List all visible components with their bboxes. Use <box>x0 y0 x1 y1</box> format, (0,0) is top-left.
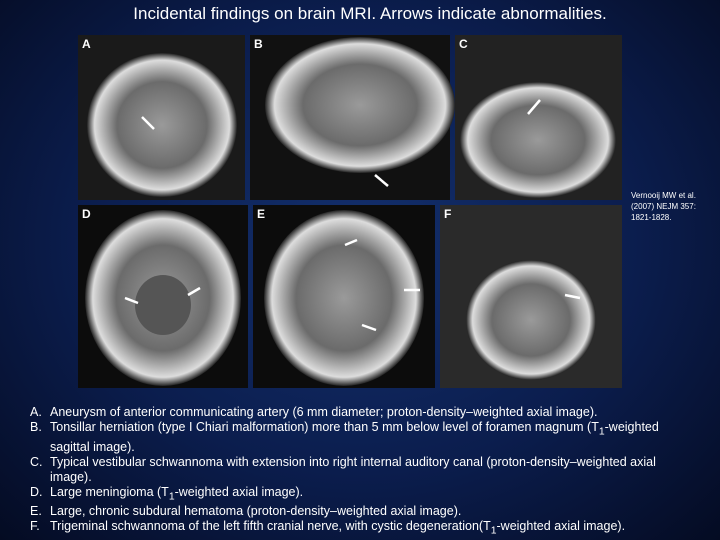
panel-label: C <box>459 37 468 51</box>
panel-d <box>78 205 248 388</box>
slide-title: Incidental findings on brain MRI. Arrows… <box>133 4 607 23</box>
citation-line: 1821-1828. <box>631 213 672 222</box>
finding-item: C. Typical vestibular schwannoma with ext… <box>30 455 670 485</box>
panel-label: E <box>257 207 265 221</box>
panel-label: A <box>82 37 91 51</box>
panel-c <box>455 35 622 200</box>
finding-letter: D. <box>30 484 43 499</box>
finding-item: A. Aneurysm of anterior communicating art… <box>30 405 670 420</box>
panel-label: F <box>444 207 451 221</box>
citation: Vernooij MW et al. (2007) NEJM 357: 1821-1… <box>631 190 696 223</box>
finding-item: D. Large meningioma (T1-weighted axial im… <box>30 485 670 505</box>
finding-item: B. Tonsillar herniation (type I Chiari ma… <box>30 420 670 455</box>
arrows <box>124 99 581 332</box>
panel-a <box>78 35 245 200</box>
subscript: 1 <box>490 525 497 537</box>
finding-text: Typical vestibular schwannoma with exten… <box>50 455 670 485</box>
text-run: Aneurysm of anterior communicating arter… <box>50 405 598 419</box>
findings-list: A. Aneurysm of anterior communicating art… <box>30 405 670 539</box>
finding-item: F. Trigeminal schwannoma of the left fift… <box>30 519 670 539</box>
text-run: -weighted axial image). <box>174 484 304 499</box>
finding-letter: E. <box>30 504 42 518</box>
panel-label: B <box>254 37 263 51</box>
text-run: Typical vestibular schwannoma with exten… <box>50 454 656 484</box>
finding-text: Large, chronic subdural hematoma (proton… <box>50 504 461 519</box>
finding-letter: A. <box>30 405 42 419</box>
subscript: 1 <box>598 426 605 438</box>
panel-b <box>250 35 455 200</box>
citation-line: (2007) NEJM 357: <box>631 202 696 211</box>
finding-letter: B. <box>30 420 42 434</box>
citation-line: Vernooij MW et al. <box>631 191 696 200</box>
text-run: -weighted sagittal image). <box>50 420 659 454</box>
finding-text: Large meningioma (T1-weighted axial imag… <box>50 485 303 505</box>
panel-label: D <box>82 207 91 221</box>
panel-e <box>253 205 435 388</box>
finding-text: Tonsillar herniation (type I Chiari malf… <box>50 420 670 455</box>
finding-letter: C. <box>30 454 43 469</box>
text-run: Large meningioma (T <box>50 484 169 499</box>
subscript: 1 <box>168 491 175 502</box>
mri-panels: A B C D E F <box>78 35 622 388</box>
finding-text: Trigeminal schwannoma of the left fifth … <box>50 519 625 539</box>
finding-letter: F. <box>30 519 40 533</box>
finding-text: Aneurysm of anterior communicating arter… <box>50 405 597 420</box>
text-run: Trigeminal schwannoma of the left fifth … <box>50 519 491 533</box>
text-run: Tonsillar herniation (type I Chiari malf… <box>50 420 599 434</box>
text-run: Large, chronic subdural hematoma (proton… <box>50 504 462 518</box>
text-run: -weighted axial image). <box>496 519 626 533</box>
finding-item: E. Large, chronic subdural hematoma (prot… <box>30 504 670 519</box>
panel-f <box>440 205 622 388</box>
